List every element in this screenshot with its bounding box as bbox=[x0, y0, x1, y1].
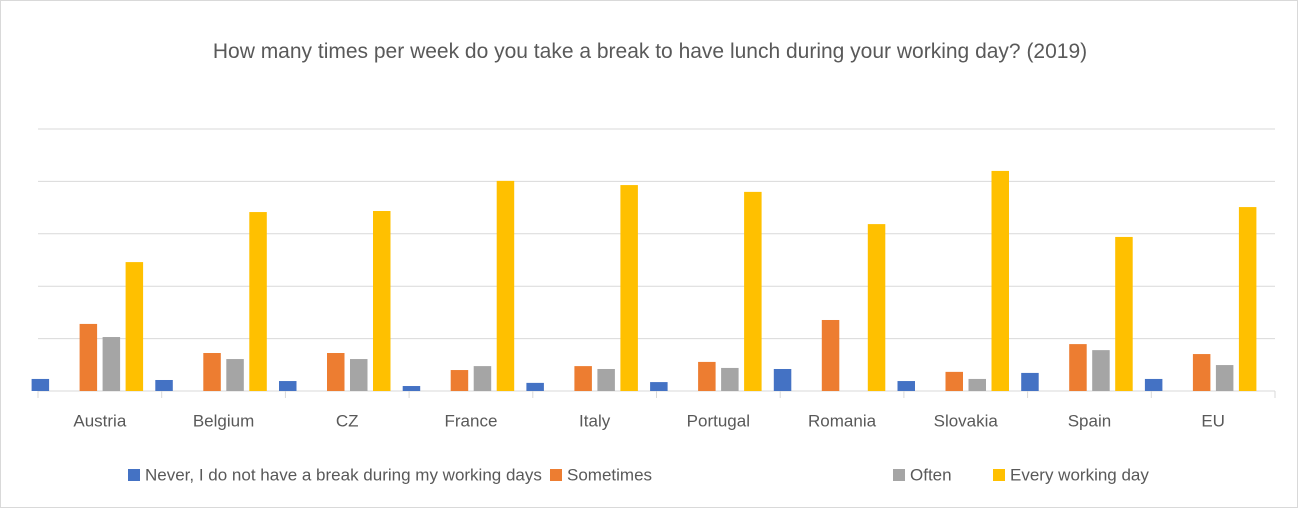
legend-swatch bbox=[993, 469, 1005, 481]
bar bbox=[155, 379, 173, 391]
bar bbox=[226, 359, 244, 391]
bar bbox=[79, 323, 98, 391]
legend-swatch bbox=[128, 469, 140, 481]
bar bbox=[620, 185, 638, 391]
bar bbox=[991, 170, 1009, 391]
bar bbox=[350, 359, 368, 391]
bar bbox=[1144, 378, 1163, 391]
bar bbox=[450, 370, 469, 391]
bar bbox=[650, 382, 668, 391]
legend-label: Sometimes bbox=[567, 465, 652, 484]
bar bbox=[574, 366, 592, 391]
legend-swatch bbox=[893, 469, 905, 481]
legend-label: Often bbox=[910, 465, 952, 484]
legend-label: Every working day bbox=[1010, 465, 1149, 484]
bar bbox=[721, 367, 739, 391]
bar bbox=[1215, 365, 1234, 391]
legend-swatch bbox=[550, 469, 562, 481]
bar bbox=[773, 368, 792, 391]
bar bbox=[698, 361, 716, 391]
bar bbox=[402, 386, 421, 391]
bar bbox=[1092, 350, 1110, 391]
bar bbox=[31, 378, 50, 391]
bar bbox=[102, 337, 121, 391]
x-tick-label: Belgium bbox=[193, 411, 254, 430]
bar bbox=[867, 224, 886, 391]
chart-title: How many times per week do you take a br… bbox=[212, 40, 1088, 63]
bar bbox=[945, 371, 963, 391]
bar bbox=[597, 368, 615, 391]
bar bbox=[821, 319, 840, 391]
bar bbox=[526, 382, 544, 391]
bar bbox=[744, 191, 762, 391]
x-tick-label: Slovakia bbox=[934, 411, 999, 430]
bar bbox=[496, 180, 515, 391]
bar bbox=[473, 366, 492, 391]
bar bbox=[1069, 344, 1087, 391]
bar bbox=[1238, 207, 1257, 391]
x-tick-label: CZ bbox=[336, 411, 359, 430]
legend-label: Never, I do not have a break during my w… bbox=[145, 465, 542, 484]
x-tick-label: France bbox=[444, 411, 497, 430]
bar bbox=[373, 211, 391, 391]
bar bbox=[968, 378, 986, 391]
x-tick-label: Spain bbox=[1068, 411, 1111, 430]
bar bbox=[1115, 236, 1133, 391]
x-tick-label: Romania bbox=[808, 411, 877, 430]
x-tick-label: Italy bbox=[579, 411, 611, 430]
x-tick-label: Portugal bbox=[687, 411, 750, 430]
bar bbox=[1192, 354, 1211, 391]
bar bbox=[327, 353, 345, 391]
x-tick-label: EU bbox=[1201, 411, 1225, 430]
bar bbox=[203, 353, 221, 391]
bar bbox=[249, 212, 267, 391]
bar bbox=[279, 381, 297, 391]
bar bbox=[125, 262, 144, 391]
bar bbox=[1021, 372, 1039, 391]
x-tick-label: Austria bbox=[73, 411, 126, 430]
bar bbox=[897, 381, 915, 391]
